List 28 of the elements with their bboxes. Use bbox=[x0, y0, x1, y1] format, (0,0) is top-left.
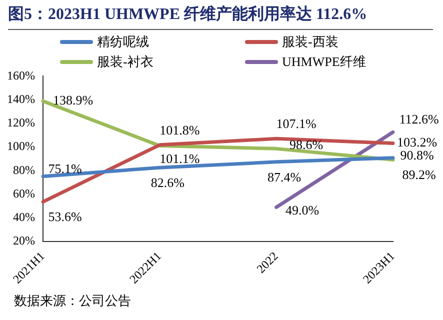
data-label: 101.8% bbox=[160, 122, 200, 138]
data-label: 101.1% bbox=[160, 151, 200, 166]
y-tick-label: 160% bbox=[6, 68, 35, 82]
y-tick-label: 80% bbox=[12, 162, 35, 177]
data-label: 138.9% bbox=[52, 92, 94, 108]
data-label: 90.8% bbox=[400, 147, 434, 162]
data-label: 103.2% bbox=[396, 134, 438, 150]
legend-label: 服装-西装 bbox=[282, 33, 338, 51]
data-label: 82.6% bbox=[150, 174, 185, 190]
legend-label: UHMWPE纤维 bbox=[282, 53, 366, 71]
y-tick-label: 120% bbox=[6, 116, 35, 130]
data-label: 112.6% bbox=[399, 112, 439, 127]
legend-label: 服装-衬衣 bbox=[97, 53, 154, 71]
source-note: 数据来源：公司公告 bbox=[14, 292, 131, 310]
data-label: 107.1% bbox=[276, 116, 317, 132]
data-label: 75.1% bbox=[48, 160, 82, 176]
y-tick-label: 20% bbox=[12, 234, 35, 248]
data-label: 87.4% bbox=[268, 169, 302, 184]
legend-label: 精纺呢绒 bbox=[97, 33, 149, 51]
y-tick-label: 60% bbox=[12, 186, 35, 200]
data-label: 53.6% bbox=[48, 209, 82, 224]
y-tick-label: 40% bbox=[12, 210, 35, 224]
chart-title: 图5：2023H1 UHMWPE 纤维产能利用率达 112.6% bbox=[8, 4, 368, 25]
y-tick-label: 100% bbox=[6, 139, 35, 154]
data-label: 49.0% bbox=[286, 202, 320, 218]
y-tick-label: 140% bbox=[6, 92, 35, 106]
data-label: 89.2% bbox=[402, 167, 436, 182]
data-label: 98.6% bbox=[290, 137, 324, 152]
